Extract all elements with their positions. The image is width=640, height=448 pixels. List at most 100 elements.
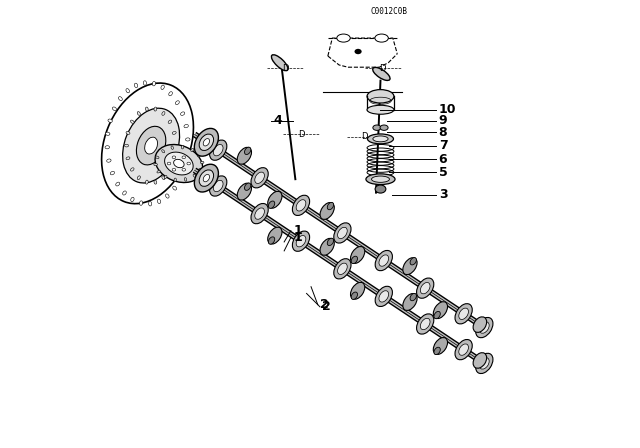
Ellipse shape [213,181,223,192]
Ellipse shape [155,145,203,182]
Ellipse shape [373,136,388,142]
Ellipse shape [182,168,186,171]
Ellipse shape [375,34,388,42]
Ellipse shape [102,83,193,204]
Ellipse shape [375,286,392,306]
Ellipse shape [164,176,167,179]
Ellipse shape [244,183,251,190]
Ellipse shape [161,85,164,90]
Ellipse shape [162,176,165,180]
Ellipse shape [175,101,179,104]
Ellipse shape [479,322,489,333]
Ellipse shape [131,168,134,171]
Ellipse shape [185,151,189,155]
Ellipse shape [134,83,138,88]
Text: 10: 10 [439,103,456,116]
Ellipse shape [380,125,388,130]
Ellipse shape [152,82,156,86]
Ellipse shape [334,223,351,243]
Ellipse shape [473,317,486,332]
Ellipse shape [118,97,122,101]
Text: 8: 8 [439,125,447,139]
Ellipse shape [255,172,264,183]
Ellipse shape [143,81,147,85]
Text: 9: 9 [439,114,447,128]
Ellipse shape [173,159,184,168]
Ellipse shape [164,152,193,175]
Ellipse shape [110,171,115,175]
Text: 2: 2 [323,300,331,314]
Ellipse shape [179,176,182,180]
Ellipse shape [136,126,166,165]
Ellipse shape [403,293,417,310]
Ellipse shape [180,112,185,116]
Ellipse shape [320,238,334,255]
Text: 1: 1 [293,224,302,237]
Ellipse shape [172,168,176,171]
Ellipse shape [186,138,190,141]
Ellipse shape [123,191,126,195]
Ellipse shape [367,134,394,144]
Ellipse shape [116,182,120,186]
Ellipse shape [337,263,348,275]
Ellipse shape [375,185,386,193]
Ellipse shape [191,148,193,151]
Ellipse shape [337,34,350,42]
Ellipse shape [181,146,184,149]
Text: 1: 1 [293,231,302,244]
Ellipse shape [420,319,430,330]
Ellipse shape [351,246,365,263]
Ellipse shape [154,164,157,166]
Ellipse shape [268,201,275,208]
Ellipse shape [213,145,223,156]
Ellipse shape [171,146,173,149]
Ellipse shape [237,147,252,164]
Ellipse shape [433,302,447,319]
Text: 5: 5 [439,166,447,179]
Ellipse shape [108,119,112,122]
Ellipse shape [433,337,447,354]
Ellipse shape [417,278,434,298]
Ellipse shape [455,340,472,360]
Ellipse shape [367,90,394,103]
Ellipse shape [268,237,275,244]
Ellipse shape [166,194,169,198]
Ellipse shape [107,159,111,162]
Ellipse shape [172,131,176,134]
Ellipse shape [337,227,348,239]
Ellipse shape [174,178,177,181]
Ellipse shape [169,92,172,96]
Ellipse shape [157,170,160,173]
Ellipse shape [292,231,310,251]
Ellipse shape [168,120,172,123]
Ellipse shape [268,191,282,208]
Ellipse shape [372,176,390,182]
Ellipse shape [375,250,392,271]
Ellipse shape [168,168,172,171]
Ellipse shape [183,164,187,168]
Ellipse shape [420,283,430,294]
Ellipse shape [455,304,472,324]
Ellipse shape [327,238,333,246]
Ellipse shape [200,161,204,164]
Ellipse shape [210,176,227,196]
Ellipse shape [410,258,417,265]
Ellipse shape [184,125,188,128]
Ellipse shape [140,201,143,205]
Ellipse shape [162,150,164,153]
Ellipse shape [199,134,214,151]
Ellipse shape [204,174,209,182]
Ellipse shape [251,168,268,188]
Ellipse shape [145,107,148,111]
Ellipse shape [410,293,417,301]
Ellipse shape [479,358,489,369]
Ellipse shape [459,344,468,355]
Ellipse shape [145,137,157,154]
Ellipse shape [187,162,191,165]
Ellipse shape [351,256,358,263]
Ellipse shape [372,67,390,81]
Ellipse shape [113,107,116,111]
Text: D: D [282,64,288,73]
Ellipse shape [157,199,161,203]
Text: 3: 3 [439,188,447,202]
